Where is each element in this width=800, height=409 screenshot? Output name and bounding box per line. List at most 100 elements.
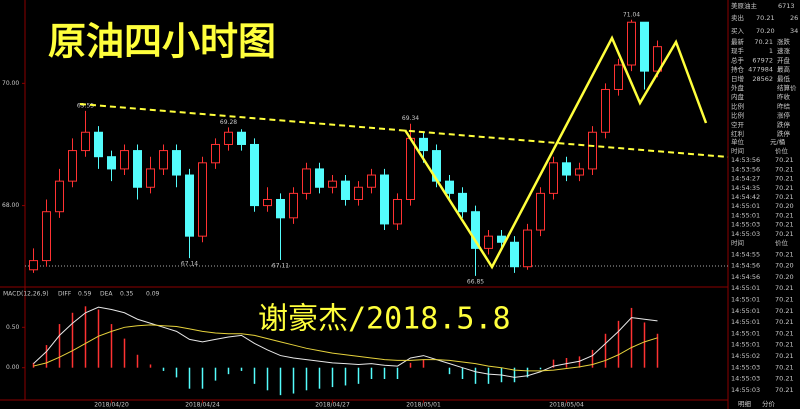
table-header: 价位 bbox=[775, 146, 789, 155]
y-tick-label: 0.50 bbox=[6, 324, 20, 331]
legend-name: DIFF bbox=[58, 291, 72, 298]
candle-body bbox=[315, 168, 324, 188]
high-label: 71.04 bbox=[623, 11, 640, 18]
stat-value: 28562 bbox=[752, 75, 773, 83]
quote-price: 70.20 bbox=[756, 27, 775, 35]
candle-body bbox=[133, 150, 142, 188]
tick-time: 14:55:02 bbox=[731, 352, 760, 360]
stat-right-label: 最高 bbox=[777, 65, 791, 74]
candle-body bbox=[367, 174, 376, 188]
tick-price: 70.21 bbox=[775, 193, 794, 201]
candle-body bbox=[29, 260, 38, 271]
candle-body bbox=[549, 162, 558, 194]
quote-label: 买入 bbox=[731, 27, 745, 35]
candle-body bbox=[614, 64, 623, 90]
stat-value: 70.21 bbox=[754, 38, 773, 46]
stat-right-label: 昨收 bbox=[777, 92, 791, 101]
candle-body bbox=[627, 21, 636, 66]
quote-volume: 26 bbox=[790, 14, 798, 22]
stat-label: 空开 bbox=[731, 120, 745, 129]
stat-label: 比例 bbox=[731, 111, 744, 120]
candle-body bbox=[354, 186, 363, 200]
instrument-code: 6713 bbox=[778, 2, 795, 10]
candle-body bbox=[120, 150, 129, 170]
candle-body bbox=[328, 180, 337, 188]
candle-body bbox=[536, 192, 545, 231]
tick-time: 14:55:03 bbox=[731, 221, 760, 229]
candle-body bbox=[250, 143, 259, 207]
macd-title: MACD(12,26,9) bbox=[3, 291, 49, 298]
tick-price: 70.21 bbox=[775, 175, 794, 183]
high-label: 69.55 bbox=[77, 102, 94, 109]
stat-value: 67972 bbox=[752, 56, 773, 64]
stat-label: 持仓 bbox=[731, 65, 745, 74]
candle-body bbox=[172, 150, 181, 176]
stat-label: 最新 bbox=[731, 37, 745, 46]
candle-body bbox=[588, 131, 597, 170]
stat-label: 比例 bbox=[731, 101, 744, 110]
candle-body bbox=[68, 150, 77, 182]
x-tick-label: 2018/05/04 bbox=[549, 402, 584, 409]
candle-body bbox=[640, 21, 649, 72]
candle-body bbox=[601, 88, 610, 133]
candle-body bbox=[575, 168, 584, 176]
tick-time: 14:55:01 bbox=[731, 341, 760, 349]
tick-price: 70.21 bbox=[775, 221, 794, 229]
tab[interactable]: 明细 bbox=[738, 399, 752, 408]
tick-price: 70.21 bbox=[775, 211, 794, 219]
tick-time: 14:54:27 bbox=[731, 175, 760, 183]
quote-price: 70.21 bbox=[756, 14, 775, 22]
quote-label: 卖出 bbox=[731, 13, 744, 22]
tick-time: 14:54:42 bbox=[731, 193, 760, 201]
tick-time: 14:55:01 bbox=[731, 211, 760, 219]
tick-time: 14:55:03 bbox=[731, 375, 760, 383]
tick-price: 70.21 bbox=[775, 329, 794, 337]
candle-body bbox=[198, 162, 207, 237]
stat-label: 日增 bbox=[731, 74, 744, 83]
candle-body bbox=[159, 150, 168, 170]
y-tick-label: 68.00 bbox=[2, 202, 19, 209]
tick-time: 14:55:01 bbox=[731, 307, 760, 315]
candle-body bbox=[94, 131, 103, 158]
quote-volume: 34 bbox=[790, 27, 798, 35]
candle-body bbox=[510, 241, 519, 268]
candle-body bbox=[107, 156, 116, 170]
candle-body bbox=[393, 198, 402, 225]
candle-body bbox=[458, 192, 467, 213]
tick-time: 14:55:03 bbox=[731, 230, 760, 238]
tab[interactable]: 分价 bbox=[762, 399, 776, 408]
y-tick-label: 0.00 bbox=[6, 364, 20, 371]
candle-body bbox=[419, 137, 428, 152]
instrument-name: 美原油主 bbox=[731, 1, 758, 10]
candle-body bbox=[146, 168, 155, 188]
stat-right-label: 速涨 bbox=[777, 46, 791, 55]
tick-time: 14:53:56 bbox=[731, 165, 760, 173]
tick-price: 70.21 bbox=[775, 165, 794, 173]
trend-line bbox=[79, 103, 729, 158]
candle-body bbox=[302, 168, 311, 194]
macd-line bbox=[33, 306, 658, 378]
stat-label: 现手 bbox=[731, 46, 745, 55]
unit-value: 元/桶 bbox=[770, 137, 785, 146]
tick-price: 70.21 bbox=[775, 307, 794, 315]
x-tick-label: 2018/04/27 bbox=[315, 402, 350, 409]
tick-price: 70.20 bbox=[775, 262, 794, 270]
tick-time: 14:55:01 bbox=[731, 329, 760, 337]
legend-name: DEA bbox=[100, 291, 113, 298]
tick-price: 70.21 bbox=[775, 230, 794, 238]
tick-time: 14:54:56 bbox=[731, 273, 760, 281]
tick-time: 14:55:01 bbox=[731, 318, 760, 326]
overlay-signature: 谢豪杰/2018.5.8 bbox=[258, 302, 511, 337]
tick-price: 70.20 bbox=[775, 273, 794, 281]
candle-body bbox=[523, 229, 532, 268]
stat-right-label: 结算价 bbox=[777, 83, 797, 92]
tick-price: 70.21 bbox=[775, 250, 794, 258]
tick-time: 14:54:55 bbox=[731, 250, 760, 258]
candle-body bbox=[276, 198, 285, 219]
low-label: 66.85 bbox=[467, 278, 484, 285]
stat-label: 红利 bbox=[731, 129, 744, 138]
candle-body bbox=[341, 180, 350, 200]
candle-body bbox=[445, 180, 454, 194]
high-label: 69.34 bbox=[402, 115, 419, 122]
